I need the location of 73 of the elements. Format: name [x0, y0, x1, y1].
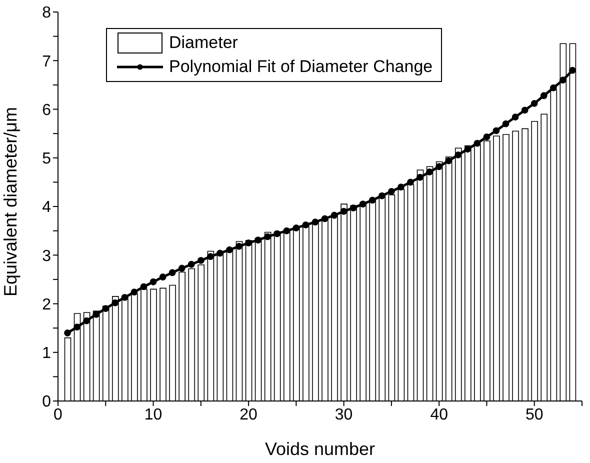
point — [359, 200, 366, 208]
point — [206, 253, 214, 260]
y-tick-label: 6 — [42, 102, 52, 119]
point — [416, 174, 424, 181]
point — [236, 242, 242, 250]
point — [398, 184, 404, 190]
point — [445, 157, 452, 164]
point — [378, 192, 386, 200]
y-tick-label: 7 — [42, 53, 52, 70]
point — [569, 66, 576, 74]
y-tick-label: 5 — [42, 150, 52, 168]
x-tick-label: 40 — [430, 406, 448, 424]
point — [168, 269, 176, 276]
point — [245, 240, 252, 246]
point — [559, 76, 566, 84]
x-tick-label: 20 — [240, 406, 258, 424]
point — [550, 84, 557, 92]
point — [492, 127, 500, 134]
x-axis-title: Voids number — [264, 439, 376, 459]
point — [521, 106, 528, 114]
x-tick-label: 50 — [525, 406, 544, 424]
x-tick-label: 30 — [334, 406, 353, 424]
point — [150, 278, 157, 286]
point — [159, 274, 166, 280]
point — [112, 299, 119, 306]
point — [283, 227, 290, 234]
point — [140, 283, 148, 290]
x-tick-label: 10 — [144, 406, 162, 424]
point — [474, 140, 481, 147]
point — [512, 114, 519, 120]
point — [274, 230, 281, 238]
point — [368, 196, 376, 204]
point — [321, 215, 328, 222]
point — [436, 163, 443, 170]
point — [540, 92, 548, 100]
point — [340, 208, 348, 215]
point — [226, 246, 233, 254]
point — [264, 233, 272, 240]
y-tick-label: 1 — [42, 345, 52, 362]
point — [64, 329, 71, 336]
point — [464, 146, 472, 153]
point — [350, 204, 357, 212]
y-axis-title: Equivalent diameter/μm — [0, 107, 20, 296]
point — [312, 218, 319, 226]
point — [454, 152, 462, 158]
point — [216, 250, 224, 257]
point — [254, 236, 262, 244]
point — [74, 324, 81, 331]
point — [530, 100, 538, 107]
point — [83, 317, 90, 324]
point — [188, 260, 195, 268]
legend-label: Diameter — [169, 33, 238, 53]
point — [483, 134, 490, 140]
y-tick-label: 0 — [42, 394, 52, 411]
point — [292, 224, 300, 232]
point — [92, 311, 100, 318]
point — [502, 120, 510, 128]
x-tick-label: 0 — [54, 406, 63, 424]
y-tick-label: 8 — [42, 4, 52, 22]
legend-label: Polynomial Fit of Diameter Change — [169, 57, 433, 77]
point — [407, 178, 414, 186]
point — [426, 168, 434, 176]
point — [178, 264, 186, 272]
y-tick-label: 3 — [42, 248, 52, 265]
point — [388, 188, 395, 195]
y-tick-label: 4 — [42, 199, 52, 216]
point — [121, 294, 128, 301]
point — [102, 305, 110, 312]
point — [330, 212, 338, 219]
point — [130, 288, 138, 296]
point — [197, 257, 204, 264]
point — [302, 222, 310, 228]
y-tick-label: 2 — [42, 296, 52, 314]
